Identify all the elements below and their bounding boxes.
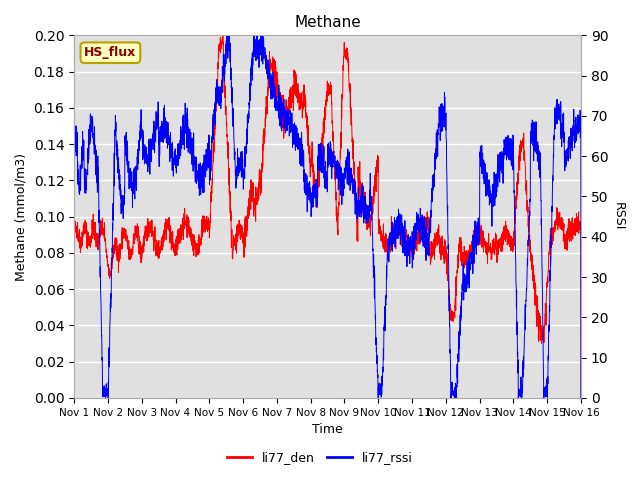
li77_rssi — [287, 127, 294, 133]
li77_den — [513, 179, 520, 185]
li77_rssi — [513, 325, 520, 331]
li77_rssi — [265, 60, 273, 65]
li77_den — [567, 238, 575, 244]
Y-axis label: Methane (mmol/m3): Methane (mmol/m3) — [15, 153, 28, 281]
li77_rssi — [223, 33, 230, 38]
li77_den — [577, 395, 585, 401]
Legend: li77_den, li77_rssi: li77_den, li77_rssi — [222, 446, 418, 469]
li77_den — [128, 246, 136, 252]
li77_rssi — [568, 126, 575, 132]
li77_den — [219, 33, 227, 39]
li77_rssi — [104, 395, 112, 401]
li77_rssi — [70, 167, 78, 172]
li77_den — [158, 247, 166, 253]
li77_rssi — [577, 395, 585, 401]
li77_rssi — [158, 129, 166, 134]
Line: li77_den: li77_den — [74, 36, 581, 398]
Title: Methane: Methane — [294, 15, 361, 30]
li77_rssi — [128, 185, 136, 191]
Y-axis label: RSSI: RSSI — [612, 203, 625, 231]
Line: li77_rssi: li77_rssi — [74, 36, 581, 398]
li77_den — [70, 229, 78, 235]
Text: HS_flux: HS_flux — [84, 46, 136, 59]
li77_den — [265, 87, 273, 93]
X-axis label: Time: Time — [312, 423, 343, 436]
li77_den — [287, 91, 294, 96]
